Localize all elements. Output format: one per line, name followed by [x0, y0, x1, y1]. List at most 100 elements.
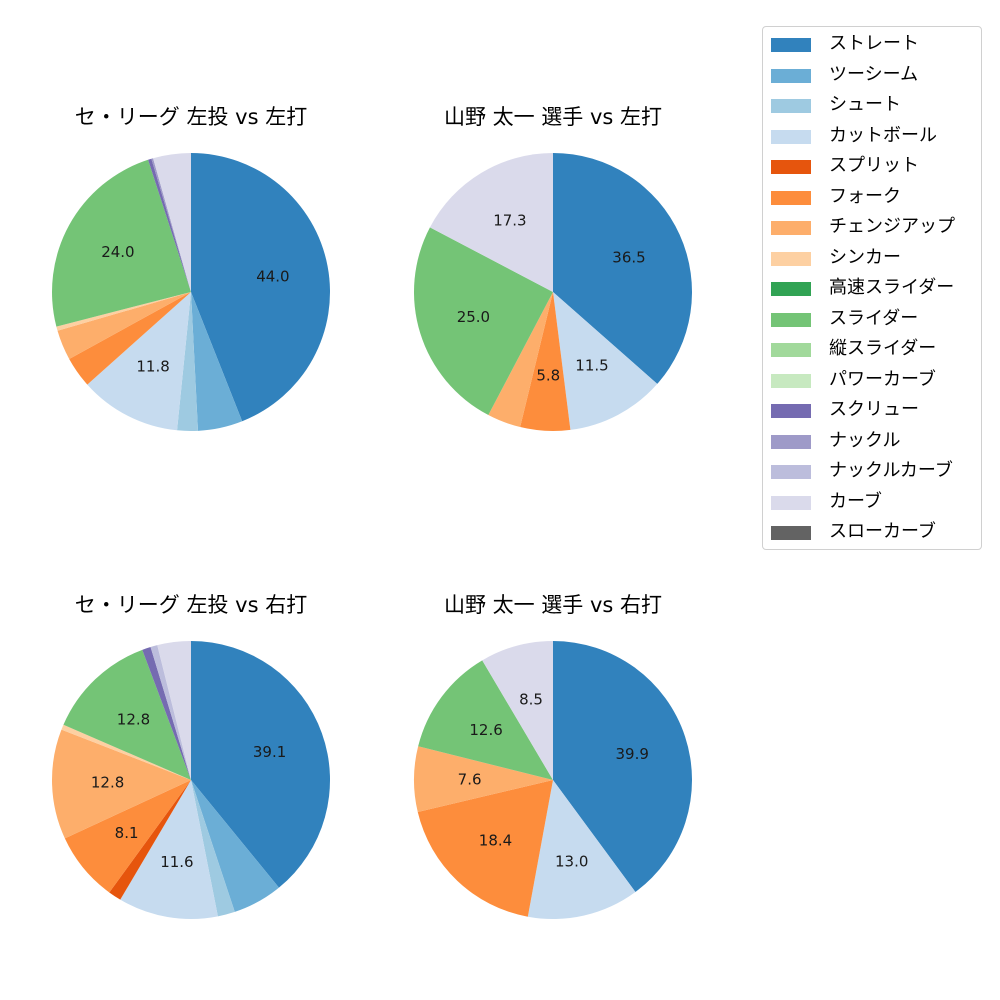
pie-slice [151, 158, 191, 292]
pie-slice [482, 641, 553, 780]
legend-label: フォーク [829, 185, 901, 207]
slice-value-label: 39.9 [615, 745, 648, 763]
pie-slice [417, 780, 553, 917]
legend-item: スクリュー [763, 395, 981, 425]
legend: ストレートツーシームシュートカットボール スプリットフォークチェンジアップシンカー… [762, 26, 982, 550]
legend-swatch [771, 251, 811, 266]
legend-item: 高速スライダー [763, 273, 981, 303]
legend-item: スライダー [763, 304, 981, 334]
legend-item: チェンジアップ [763, 212, 981, 242]
legend-swatch [771, 373, 811, 388]
slice-value-label: 25.0 [457, 308, 490, 326]
legend-label: 縦スライダー [829, 338, 937, 359]
pie-slice [418, 660, 553, 780]
legend-item: 縦スライダー [763, 334, 981, 364]
legend-swatch [771, 282, 811, 296]
pie-panel-league-vs-left: セ・リーグ 左投 vs 左打 44.0 11.8 24.0 [41, 102, 341, 431]
legend-swatch [771, 38, 811, 52]
pie-slice [553, 292, 658, 430]
legend-label: カーブ [829, 490, 882, 512]
slice-value-label: 36.5 [612, 249, 645, 267]
pie-slice [413, 227, 553, 416]
pie-slice [191, 641, 331, 888]
legend-item: ツーシーム [763, 60, 981, 90]
pie-slice [64, 780, 191, 893]
pie-slice [191, 292, 243, 431]
pie-slice [520, 292, 571, 431]
pie-slice [51, 729, 191, 839]
legend-label: パワーカーブ [829, 368, 936, 390]
pie-slice [177, 292, 198, 431]
pie-slice [109, 780, 191, 900]
legend-swatch [771, 160, 811, 174]
legend-item: ストレート [763, 29, 981, 59]
chart-title: 山野 太一 選手 vs 右打 [443, 593, 663, 617]
slice-value-label: 7.6 [458, 771, 482, 789]
slice-value-label: 17.3 [493, 212, 526, 230]
legend-label: スライダー [829, 307, 919, 329]
pie-slice [148, 158, 191, 292]
legend-label: カットボール [829, 124, 937, 146]
slice-value-label: 11.5 [575, 357, 608, 375]
legend-swatch [771, 465, 811, 479]
pie-panel-yamano-vs-right: 山野 太一 選手 vs 右打 39.9 13.0 18.4 7.6 12.6 8.5 [403, 590, 703, 920]
legend-swatch [771, 312, 811, 327]
pie-slice [150, 645, 191, 780]
pie-panel-league-vs-right: セ・リーグ 左投 vs 右打 39.1 11.6 8.1 12.8 12.8 [41, 590, 341, 919]
legend-label: スクリュー [829, 399, 919, 420]
legend-swatch [771, 495, 811, 510]
chart-title: セ・リーグ 左投 vs 右打 [74, 593, 308, 617]
pie-panel-yamano-vs-left: 山野 太一 選手 vs 左打 36.5 11.5 5.8 25.0 17.3 [403, 102, 703, 431]
pie-slice [191, 780, 235, 917]
slice-value-label: 11.8 [136, 357, 169, 375]
legend-label: チェンジアップ [829, 216, 955, 237]
chart-title: 山野 太一 選手 vs 左打 [443, 105, 663, 129]
legend-item: スローカーブ [763, 517, 981, 547]
pie-slice [87, 292, 191, 431]
slice-value-label: 39.1 [253, 743, 286, 761]
legend-item: カットボール [763, 121, 981, 151]
legend-label: スプリット [829, 155, 919, 176]
slice-value-label: 12.8 [91, 774, 124, 792]
legend-item: カーブ [763, 487, 981, 517]
legend-label: ストレート [829, 33, 919, 54]
slice-value-label: 5.8 [536, 366, 560, 384]
pie-slice [142, 647, 191, 780]
chart-title: セ・リーグ 左投 vs 左打 [74, 105, 308, 129]
legend-swatch [771, 404, 811, 418]
legend-label: ナックル [829, 429, 901, 451]
legend-label: ツーシーム [829, 63, 919, 85]
pie-slice [63, 649, 191, 780]
slice-value-label: 24.0 [101, 243, 134, 261]
pie-chart: 44.0 11.8 24.0 [52, 153, 331, 431]
slice-value-label: 8.5 [519, 691, 543, 709]
slice-value-label: 18.4 [479, 831, 512, 849]
pie-slice [429, 153, 553, 292]
legend-item: パワーカーブ [763, 365, 981, 395]
pie-slice [57, 292, 191, 359]
legend-swatch [771, 129, 811, 144]
legend-item: フォーク [763, 182, 981, 212]
pie-slice [191, 780, 279, 912]
slice-value-label: 44.0 [256, 267, 289, 285]
pie-slice [61, 724, 191, 780]
pie-slice [56, 292, 192, 331]
legend-swatch [771, 221, 811, 235]
slice-value-label: 11.6 [160, 853, 193, 871]
legend-label: ナックルカーブ [829, 460, 953, 481]
pie-chart: 39.1 11.6 8.1 12.8 12.8 [51, 641, 331, 919]
pie-slice [191, 153, 331, 422]
legend-label: 高速スライダー [829, 277, 955, 298]
pie-slice [52, 159, 192, 327]
pie-slice [488, 292, 553, 428]
legend-swatch [771, 343, 811, 357]
legend-item: シュート [763, 90, 981, 120]
legend-swatch [771, 434, 811, 449]
legend-swatch [771, 526, 811, 540]
slice-value-label: 8.1 [115, 824, 139, 842]
legend-item: シンカー [763, 243, 981, 273]
pie-chart: 39.9 13.0 18.4 7.6 12.6 8.5 [413, 641, 693, 920]
slice-value-label: 12.6 [469, 721, 502, 739]
legend-swatch [771, 99, 811, 113]
slice-value-label: 13.0 [555, 852, 588, 870]
